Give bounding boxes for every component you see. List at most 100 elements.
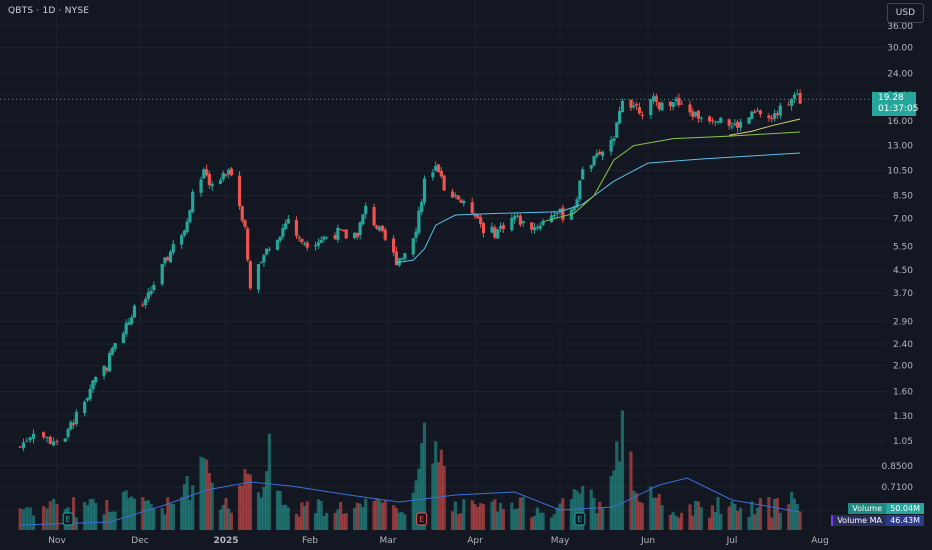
candle-body xyxy=(493,227,497,238)
candle-body xyxy=(256,264,261,290)
candle-body xyxy=(417,210,421,233)
candle-body xyxy=(191,191,195,212)
candle-body xyxy=(403,253,407,259)
candle-body xyxy=(490,226,494,233)
candle-body xyxy=(127,322,131,325)
candle-body xyxy=(85,397,90,401)
volume-bar xyxy=(202,457,206,530)
volume-bar xyxy=(481,504,486,530)
volume-bar xyxy=(361,507,365,530)
volume-bar xyxy=(207,473,211,530)
candle-body xyxy=(355,232,359,237)
volume-bar xyxy=(210,482,214,530)
candle-body xyxy=(615,122,619,138)
candle-body xyxy=(671,101,675,108)
candle-body xyxy=(202,169,206,179)
volume-bar xyxy=(535,507,539,530)
candle-body xyxy=(48,436,52,444)
volume-bar xyxy=(21,509,26,530)
candle-body xyxy=(180,235,184,245)
volume-bar xyxy=(352,507,357,530)
volume-ma-legend-label: Volume MA xyxy=(831,515,886,526)
candle-body xyxy=(462,200,466,204)
candle-body xyxy=(532,227,537,231)
candle-body xyxy=(699,117,703,119)
candle-body xyxy=(411,238,415,255)
volume-bar xyxy=(281,505,285,530)
candle-body xyxy=(581,169,585,180)
candle-body xyxy=(124,323,128,334)
volume-bar xyxy=(262,486,266,530)
volume-bar xyxy=(355,502,359,530)
candle-body xyxy=(535,227,539,229)
candle-body xyxy=(513,216,517,220)
volume-bar xyxy=(496,511,500,530)
candle-body xyxy=(747,117,751,124)
volume-bar xyxy=(462,499,466,530)
x-tick-label: May xyxy=(551,536,570,546)
volume-bar xyxy=(191,485,195,530)
candle-body xyxy=(677,97,681,106)
volume-bar xyxy=(733,503,737,530)
volume-bar xyxy=(28,507,32,530)
volume-bar xyxy=(738,507,743,530)
candle-body xyxy=(439,170,443,177)
volume-bar xyxy=(501,508,505,530)
candle-body xyxy=(229,168,234,176)
volume-bar xyxy=(552,514,556,530)
candle-body xyxy=(453,194,457,197)
candle-body xyxy=(753,111,757,113)
volume-bar xyxy=(380,502,385,530)
candle-body xyxy=(422,178,427,203)
y-tick-label: 3.70 xyxy=(893,289,913,299)
volume-bar xyxy=(25,507,29,530)
volume-bar xyxy=(146,500,150,530)
volume-bar xyxy=(88,499,92,530)
volume-bar xyxy=(45,508,49,530)
volume-bar xyxy=(300,502,304,530)
candle-body xyxy=(149,290,153,294)
candle-body xyxy=(392,238,396,253)
volume-bar xyxy=(635,493,639,530)
candle-body xyxy=(694,112,698,116)
volume-bar xyxy=(716,496,720,530)
currency-selector[interactable]: USD xyxy=(886,3,924,23)
volume-bar xyxy=(569,499,573,530)
volume-bar xyxy=(510,502,514,530)
candle-body xyxy=(476,214,480,219)
candle-body xyxy=(243,220,247,227)
candle-body xyxy=(414,231,418,238)
candle-body xyxy=(470,202,474,214)
candle-body xyxy=(716,121,720,123)
volume-bar xyxy=(688,504,692,530)
volume-bar xyxy=(284,504,288,530)
candle-body xyxy=(649,99,653,116)
candle-body xyxy=(609,140,613,152)
candle-body xyxy=(210,184,214,187)
candle-body xyxy=(313,245,318,247)
candle-body xyxy=(790,99,794,106)
candle-body xyxy=(333,235,337,239)
volume-bar xyxy=(654,497,658,530)
x-tick-label: Aug xyxy=(811,536,829,546)
candle-body xyxy=(94,377,98,383)
volume-bar xyxy=(256,492,261,530)
volume-bar xyxy=(313,513,318,530)
volume-bar xyxy=(518,497,522,530)
candle-body xyxy=(479,217,483,225)
volume-bar xyxy=(442,465,446,530)
volume-bar xyxy=(770,517,774,530)
volume-bar xyxy=(143,500,148,530)
volume-bar xyxy=(180,496,184,530)
candle-body xyxy=(259,261,263,263)
candle-body xyxy=(339,229,343,231)
candle-body xyxy=(632,105,636,108)
volume-bar xyxy=(265,471,269,530)
volume-bar xyxy=(778,512,782,530)
bar-countdown: 01:37:05 xyxy=(878,104,919,114)
candle-body xyxy=(237,175,242,207)
candle-body xyxy=(102,365,106,376)
earnings-marker xyxy=(62,512,74,526)
volume-bar xyxy=(243,469,247,530)
